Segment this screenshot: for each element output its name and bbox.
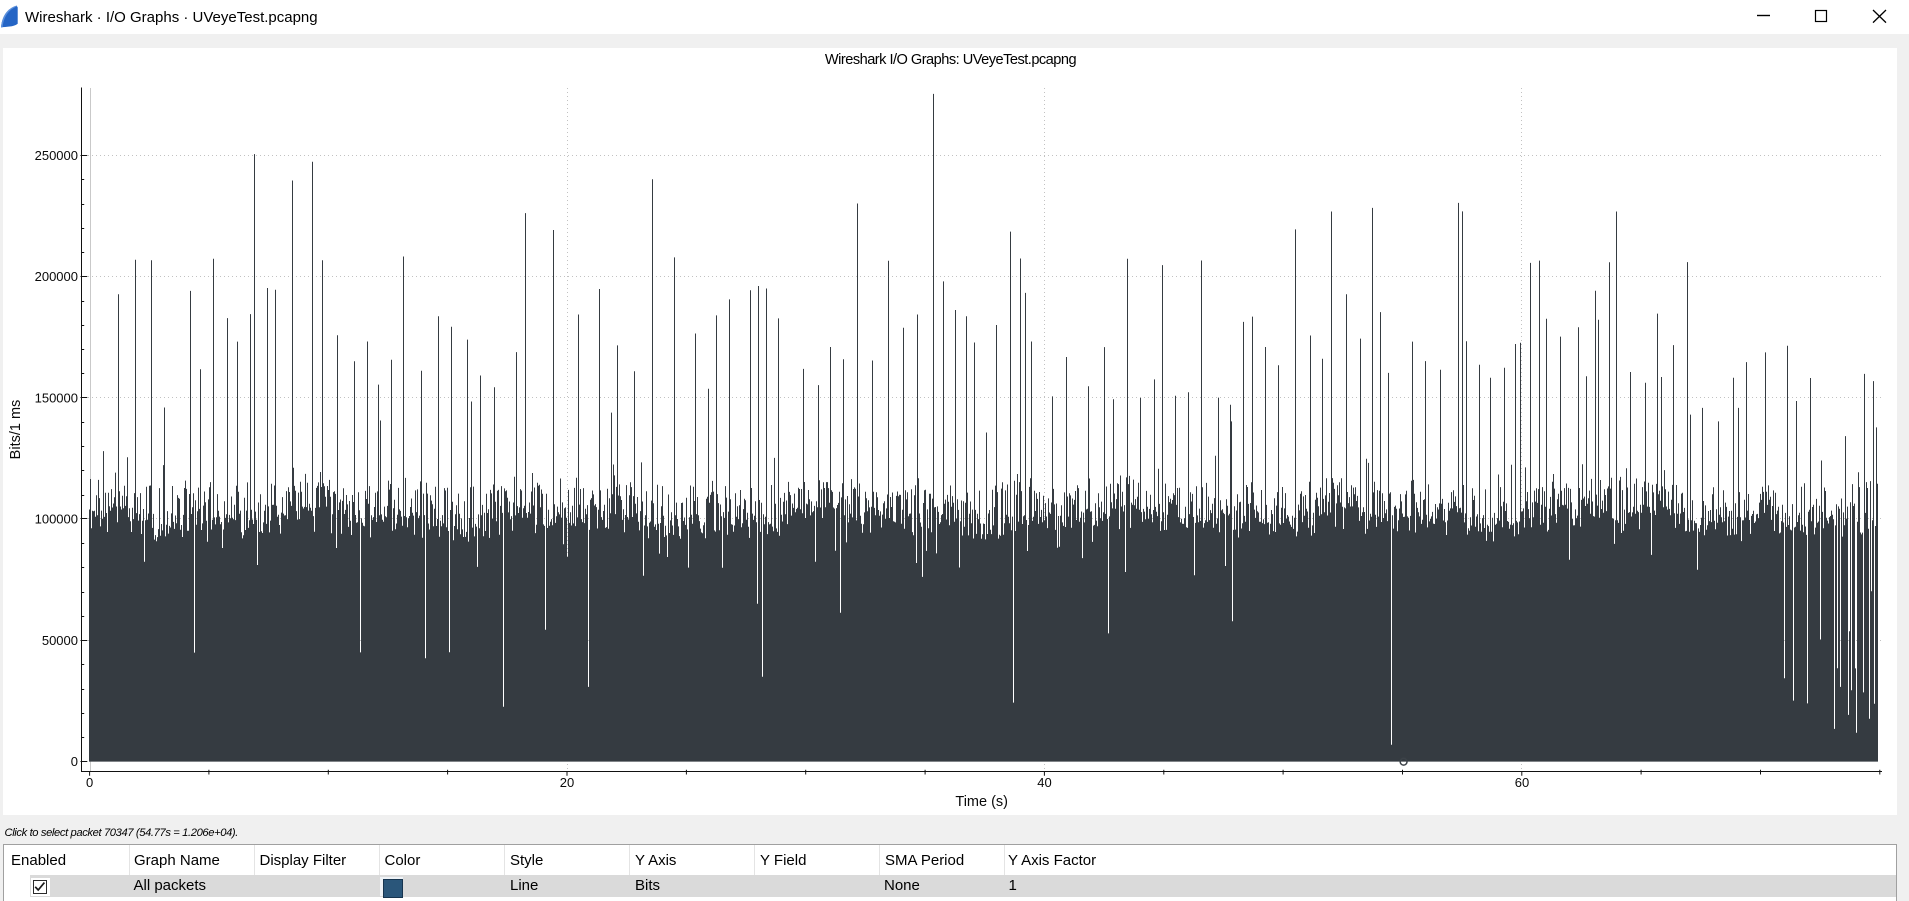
svg-text:50000: 50000 [42, 633, 78, 648]
svg-text:150000: 150000 [35, 390, 78, 405]
svg-text:0: 0 [86, 775, 93, 790]
svg-text:60: 60 [1515, 775, 1529, 790]
svg-text:200000: 200000 [35, 269, 78, 284]
svg-text:250000: 250000 [35, 148, 78, 163]
svg-text:20: 20 [560, 775, 574, 790]
svg-text:100000: 100000 [35, 512, 78, 527]
svg-text:Bits/1 ms: Bits/1 ms [8, 400, 24, 460]
svg-text:Time (s): Time (s) [955, 794, 1008, 810]
svg-text:40: 40 [1037, 775, 1051, 790]
svg-text:0: 0 [71, 754, 78, 769]
